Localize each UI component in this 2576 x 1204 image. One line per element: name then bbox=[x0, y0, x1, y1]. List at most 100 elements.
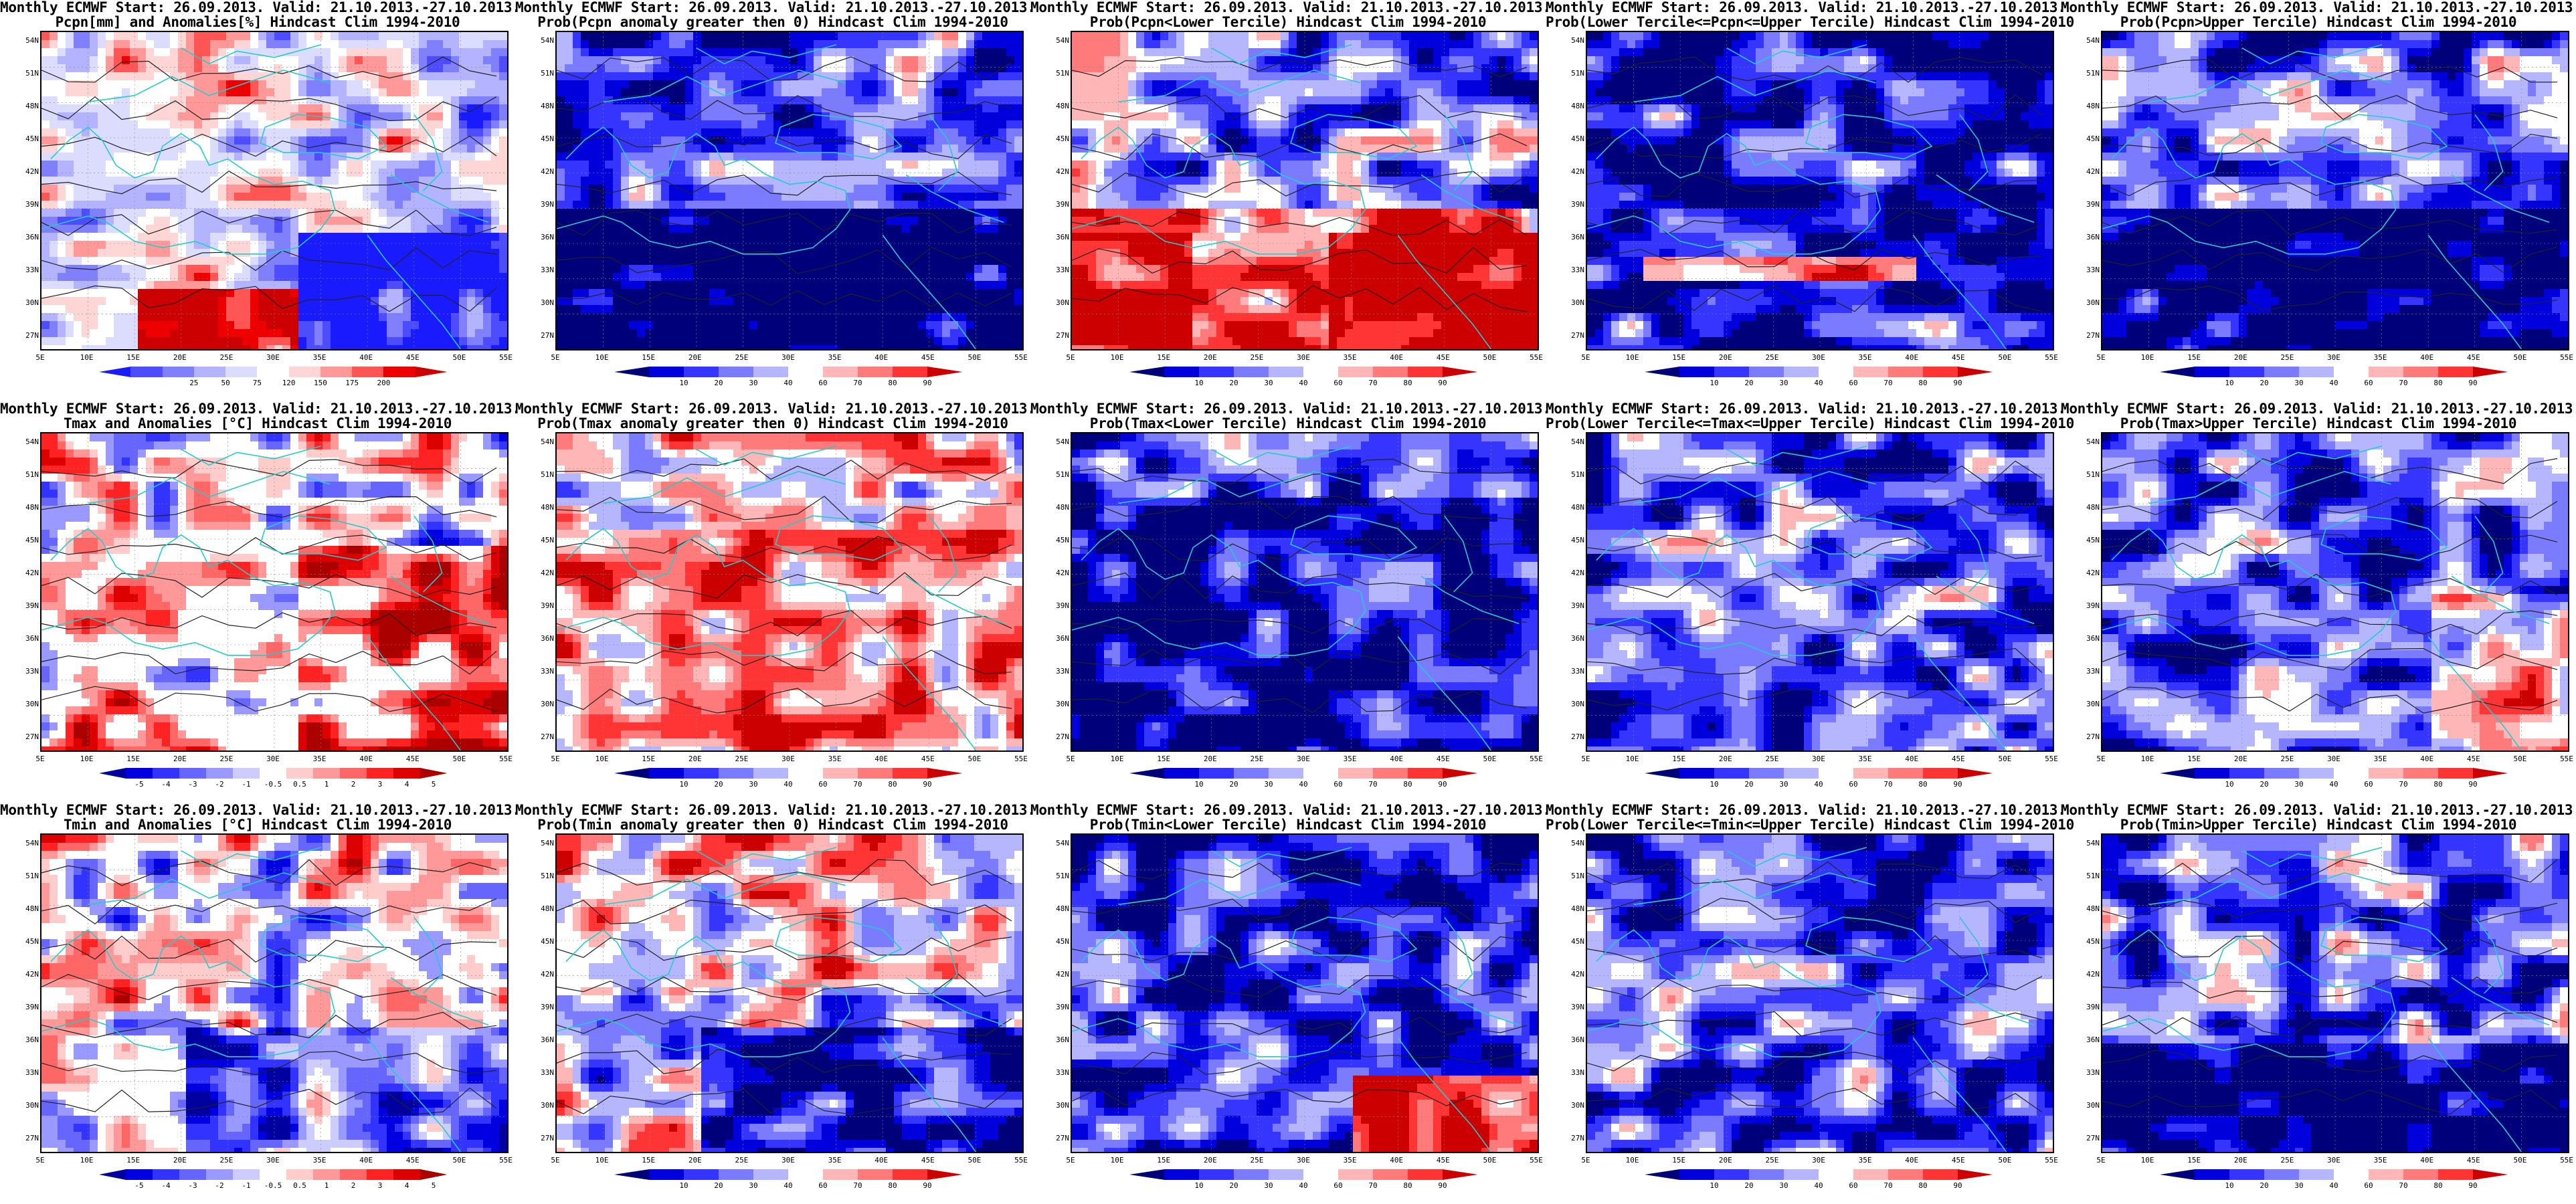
colorbar-label: 4 bbox=[393, 1181, 420, 1190]
lon-tick-label: 30E bbox=[775, 353, 802, 362]
coastline bbox=[2148, 872, 2391, 906]
isoline bbox=[1587, 861, 2043, 887]
coastline bbox=[557, 528, 851, 656]
lat-tick-label: 45N bbox=[535, 536, 554, 544]
lat-tick-label: 45N bbox=[535, 937, 554, 946]
colorbar-label: 30 bbox=[740, 1181, 767, 1190]
lat-tick-label: 39N bbox=[1050, 1003, 1069, 1011]
lon-tick-label: 45E bbox=[1430, 755, 1457, 763]
lat-tick-label: 36N bbox=[535, 233, 554, 241]
lat-tick-label: 54N bbox=[535, 36, 554, 45]
isoline bbox=[2102, 1088, 2558, 1115]
colorbar-label: 80 bbox=[2425, 780, 2452, 789]
coastline bbox=[2102, 126, 2397, 255]
lon-tick-label: 15E bbox=[635, 1156, 662, 1165]
lat-tick-label: 27N bbox=[20, 732, 39, 741]
panel-title-line-2: Prob(Tmin>Upper Tercile) Hindcast Clim 1… bbox=[2061, 817, 2576, 832]
colorbar-label: 30 bbox=[1770, 780, 1797, 789]
coastline bbox=[1959, 515, 1989, 593]
isoline bbox=[2102, 1012, 2558, 1037]
lon-tick-label: 50E bbox=[1476, 755, 1503, 763]
lon-tick-label: 50E bbox=[1991, 1156, 2018, 1165]
lon-tick-label: 45E bbox=[2460, 353, 2487, 362]
colorbar-label: 20 bbox=[1736, 379, 1762, 387]
panel-title-line-2: Prob(Tmax<Lower Tercile) Hindcast Clim 1… bbox=[1030, 416, 1546, 431]
isoline bbox=[2102, 94, 2558, 120]
colorbar-segment bbox=[2403, 367, 2439, 377]
coastline bbox=[882, 1037, 977, 1152]
lat-tick-label: 33N bbox=[20, 1068, 39, 1077]
colorbar-label: 2 bbox=[340, 1181, 367, 1190]
isoline bbox=[1587, 133, 2043, 159]
coastline bbox=[905, 174, 1004, 223]
coastline bbox=[1726, 44, 1867, 65]
lon-tick-label: 10E bbox=[589, 353, 616, 362]
lat-tick-label: 48N bbox=[1566, 904, 1584, 913]
lon-tick-label: 20E bbox=[1197, 353, 1224, 362]
colorbar-segment bbox=[1234, 768, 1269, 779]
lat-tick-label: 54N bbox=[1050, 36, 1069, 45]
coastline bbox=[1633, 471, 1876, 504]
lon-tick-label: 25E bbox=[1243, 353, 1270, 362]
colorbar-segment bbox=[2438, 768, 2474, 779]
coastline bbox=[390, 977, 489, 1026]
coastline bbox=[41, 126, 336, 255]
colorbar-label: 70 bbox=[844, 379, 871, 387]
shaded-field bbox=[2102, 32, 2568, 349]
lat-tick-label: 42N bbox=[1566, 569, 1584, 577]
lat-tick-label: 48N bbox=[2081, 102, 2100, 110]
colorbar bbox=[1645, 367, 1993, 377]
lon-tick-label: 40E bbox=[2413, 755, 2440, 763]
panel-title-line-2: Tmin and Anomalies [°C] Hindcast Clim 19… bbox=[0, 817, 515, 832]
lat-tick-label: 51N bbox=[20, 470, 39, 479]
colorbar-segment bbox=[1338, 367, 1374, 377]
colorbar-segment bbox=[858, 367, 893, 377]
lon-tick-label: 20E bbox=[2227, 1156, 2254, 1165]
lat-tick-label: 54N bbox=[2081, 437, 2100, 446]
isoline bbox=[1072, 211, 1528, 236]
lon-tick-label: 15E bbox=[1150, 353, 1177, 362]
colorbar-label: 20 bbox=[1220, 780, 1247, 789]
colorbar-label: 20 bbox=[705, 780, 732, 789]
lon-tick-label: 55E bbox=[1008, 755, 1034, 763]
colorbar-label: 90 bbox=[914, 780, 941, 789]
lat-tick-label: 36N bbox=[535, 634, 554, 643]
lat-tick-label: 30N bbox=[2081, 298, 2100, 307]
lat-tick-label: 51N bbox=[1566, 69, 1584, 78]
lon-tick-label: 15E bbox=[635, 755, 662, 763]
map-area bbox=[555, 833, 1024, 1153]
lat-tick-label: 27N bbox=[535, 1134, 554, 1142]
colorbar bbox=[99, 1169, 448, 1180]
colorbar-segment bbox=[153, 1169, 180, 1180]
colorbar-segment bbox=[1958, 367, 1993, 377]
colorbar-segment bbox=[420, 768, 448, 779]
colorbar-label: 40 bbox=[1290, 1181, 1317, 1190]
isoline bbox=[41, 459, 497, 485]
isoline bbox=[2102, 246, 2558, 274]
colorbar-segment bbox=[162, 367, 195, 377]
lon-tick-label: 15E bbox=[120, 755, 147, 763]
isoline bbox=[41, 534, 497, 561]
colorbar-segment bbox=[1679, 768, 1715, 779]
lat-tick-label: 36N bbox=[1050, 233, 1069, 241]
lon-tick-label: 35E bbox=[822, 755, 848, 763]
colorbar-label: 2 bbox=[340, 780, 367, 789]
isoline bbox=[1072, 247, 1528, 274]
lat-tick-label: 45N bbox=[1050, 134, 1069, 143]
coastline bbox=[1805, 515, 1933, 561]
coastline bbox=[2148, 471, 2391, 504]
colorbar-segment bbox=[1749, 1169, 1784, 1180]
coastline bbox=[41, 528, 336, 656]
coastline bbox=[2474, 515, 2504, 593]
lon-tick-label: 10E bbox=[589, 1156, 616, 1165]
colorbar-segment bbox=[614, 1169, 650, 1180]
map-area bbox=[40, 31, 509, 350]
isoline bbox=[41, 1087, 497, 1115]
coastline bbox=[2427, 234, 2522, 349]
colorbar-segment bbox=[313, 1169, 341, 1180]
lat-tick-label: 30N bbox=[1050, 298, 1069, 307]
lon-tick-label: 20E bbox=[1197, 1156, 1224, 1165]
isoline bbox=[2102, 859, 2558, 885]
lat-tick-label: 45N bbox=[1566, 937, 1584, 946]
lon-tick-label: 20E bbox=[682, 755, 709, 763]
